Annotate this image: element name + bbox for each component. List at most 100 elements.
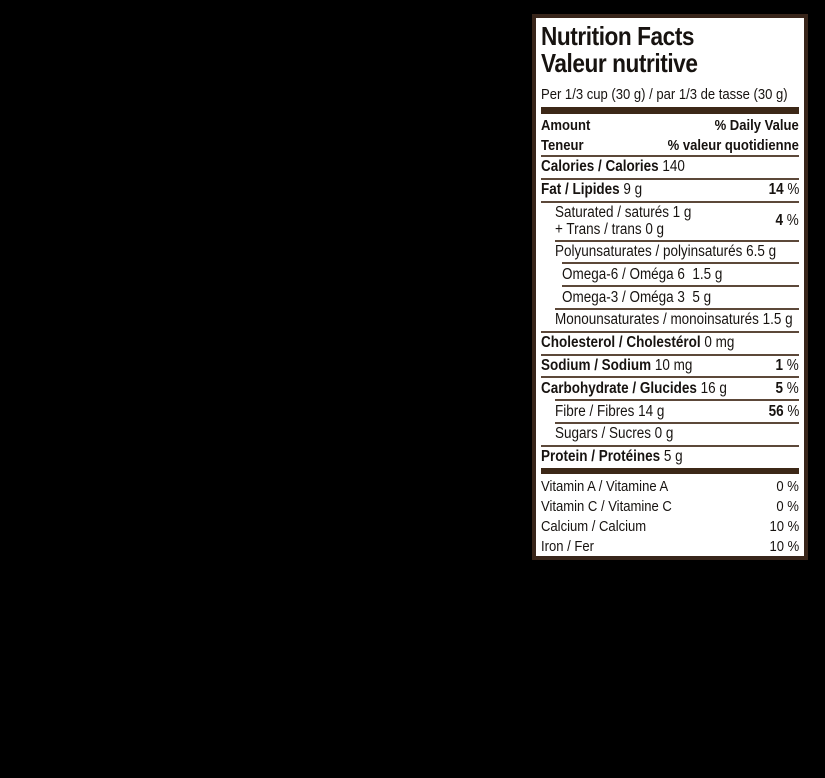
- nutrient-label-line: Polyunsaturates / polyinsaturés 6.5 g: [555, 242, 804, 261]
- nutrient-row-sugars: Sugars / Sucres 0 g: [541, 424, 799, 445]
- nutrient-label-text: Omega-3 / Oméga 3 5 g: [562, 288, 712, 306]
- nutrient-label-line: Sugars / Sucres 0 g: [555, 425, 691, 443]
- nutrient-label: Omega-3 / Oméga 3 5 g: [562, 289, 733, 307]
- micronutrient-row-vitamin-c: Vitamin C / Vitamine C 0 %: [541, 497, 799, 517]
- label-title-block: Nutrition Facts Valeur nutritive: [541, 23, 799, 77]
- separator-rule: [562, 262, 799, 265]
- nutrient-row-sodium: Sodium / Sodium 10 mg 1 %: [541, 356, 799, 377]
- nutrient-row-polyunsaturates: Polyunsaturates / polyinsaturés 6.5 g: [541, 242, 799, 263]
- nutrient-row-monounsaturates: Monounsaturates / monoinsaturés 1.5 g: [541, 310, 799, 331]
- daily-value-percent-text: 1 %: [775, 356, 799, 374]
- nutrient-row-calories: Calories / Calories 140: [541, 157, 799, 178]
- micronutrient-label: Vitamin C / Vitamine C: [541, 498, 672, 516]
- daily-value-percent-text: 5 %: [775, 379, 799, 397]
- nutrient-label: Sugars / Sucres 0 g: [555, 425, 691, 443]
- micronutrient-row-iron: Iron / Fer 10 %: [541, 537, 799, 556]
- nutrient-row-fat: Fat / Lipides 9 g 14 %: [541, 180, 799, 201]
- daily-value-header-en: % Daily Value: [714, 117, 799, 135]
- daily-value-percent: 4 %: [772, 203, 799, 240]
- nutrient-label-line: Fat / Lipides 9 g: [541, 181, 657, 199]
- micronutrient-percent-text: 10 %: [769, 538, 799, 556]
- header-row-french: Teneur % valeur quotidienne: [541, 136, 799, 156]
- separator-rule: [541, 177, 799, 180]
- amount-daily-value-header: Amount % Daily Value Teneur % valeur quo…: [541, 116, 799, 155]
- separator-rule: [541, 376, 799, 379]
- nutrient-row-fibre: Fibre / Fibres 14 g 56 %: [541, 401, 799, 422]
- header-row-english: Amount % Daily Value: [541, 116, 799, 136]
- nutrient-label-text: Omega-6 / Oméga 6 1.5 g: [562, 265, 723, 283]
- nutrient-label-text: Saturated / saturés 1 g: [555, 203, 692, 221]
- serving-size: Per 1/3 cup (30 g) / par 1/3 de tasse (3…: [541, 86, 799, 104]
- thick-separator-bar-bottom: [541, 467, 799, 474]
- nutrient-label-line: Cholesterol / Cholestérol 0 mg: [541, 334, 763, 352]
- nutrient-label: Saturated / saturés 1 g + Trans / trans 0…: [555, 204, 712, 239]
- micronutrient-percent: 10 %: [765, 517, 799, 537]
- daily-value-percent-text: 4 %: [775, 212, 799, 230]
- nutrient-label: Polyunsaturates / polyinsaturés 6.5 g: [555, 242, 804, 261]
- nutrient-row-saturated-trans: Saturated / saturés 1 g + Trans / trans 0…: [541, 203, 799, 240]
- nutrient-label-line: Calories / Calories 140: [541, 158, 706, 176]
- separator-rule: [541, 353, 799, 356]
- nutrient-label: Protein / Protéines 5 g: [541, 448, 704, 466]
- separator-rule: [562, 285, 799, 288]
- micronutrient-percent: 0 %: [773, 497, 799, 517]
- nutrient-label: Fat / Lipides 9 g: [541, 181, 657, 199]
- micronutrient-label: Iron / Fer: [541, 538, 594, 556]
- daily-value-percent-text: 14 %: [768, 181, 799, 199]
- daily-value-percent: 1 %: [772, 356, 799, 377]
- nutrient-row-cholesterol: Cholesterol / Cholestérol 0 mg: [541, 333, 799, 354]
- nutrient-label-text: Monounsaturates / monoinsaturés 1.5 g: [555, 311, 793, 329]
- nutrient-label-line: Protein / Protéines 5 g: [541, 448, 704, 466]
- nutrient-label: Fibre / Fibres 14 g: [555, 403, 681, 421]
- nutrient-label-line: Omega-3 / Oméga 3 5 g: [562, 289, 733, 307]
- nutrient-label-text: + Trans / trans 0 g: [555, 221, 665, 239]
- nutrient-row-omega-6: Omega-6 / Oméga 6 1.5 g: [541, 264, 799, 285]
- separator-rule: [541, 155, 799, 157]
- nutrition-facts-label: Nutrition Facts Valeur nutritive Per 1/3…: [532, 14, 808, 560]
- separator-rule: [541, 444, 799, 447]
- nutrient-label-line: Monounsaturates / monoinsaturés 1.5 g: [555, 311, 804, 329]
- nutrient-label-text: Cholesterol / Cholestérol 0 mg: [541, 334, 735, 352]
- daily-value-header-fr: % valeur quotidienne: [667, 136, 799, 154]
- nutrient-label-text: Carbohydrate / Glucides 16 g: [541, 379, 727, 397]
- separator-rule: [555, 399, 799, 402]
- nutrient-label: Carbohydrate / Glucides 16 g: [541, 380, 755, 398]
- nutrient-label-line: Saturated / saturés 1 g: [555, 204, 712, 222]
- micronutrient-percent-text: 0 %: [776, 498, 799, 516]
- title-english: Nutrition Facts: [541, 23, 799, 50]
- separator-rule: [541, 200, 799, 203]
- daily-value-percent-text: 56 %: [768, 402, 799, 420]
- micronutrient-percent-text: 0 %: [776, 478, 799, 496]
- nutrient-label-line: Fibre / Fibres 14 g: [555, 403, 681, 421]
- nutrient-label-line: Carbohydrate / Glucides 16 g: [541, 380, 755, 398]
- nutrient-label-text: Protein / Protéines 5 g: [541, 448, 683, 466]
- nutrient-label: Omega-6 / Oméga 6 1.5 g: [562, 266, 746, 284]
- daily-value-percent: 14 %: [764, 180, 799, 201]
- nutrient-label-line: Omega-6 / Oméga 6 1.5 g: [562, 266, 746, 284]
- nutrient-label-text: Fat / Lipides 9 g: [541, 181, 643, 199]
- amount-header-fr: Teneur: [541, 136, 584, 154]
- title-french-text: Valeur nutritive: [541, 48, 698, 78]
- thick-separator-bar-top: [541, 107, 799, 114]
- separator-rule: [555, 239, 799, 242]
- daily-value-percent: 5 %: [772, 378, 799, 399]
- micronutrient-row-calcium: Calcium / Calcium 10 %: [541, 517, 799, 537]
- micronutrient-percent-text: 10 %: [769, 518, 799, 536]
- nutrient-row-carbohydrate: Carbohydrate / Glucides 16 g 5 %: [541, 378, 799, 399]
- nutrient-label: Calories / Calories 140: [541, 158, 706, 176]
- micronutrient-label: Calcium / Calcium: [541, 518, 647, 536]
- separator-rule: [555, 307, 799, 310]
- serving-size-text: Per 1/3 cup (30 g) / par 1/3 de tasse (3…: [541, 86, 788, 103]
- daily-value-percent: 56 %: [764, 401, 799, 422]
- nutrient-label-text: Sodium / Sodium 10 mg: [541, 356, 693, 374]
- separator-rule: [555, 421, 799, 424]
- nutrient-label-line: + Trans / trans 0 g: [555, 221, 712, 239]
- nutrient-rows: Calories / Calories 140 Fat / Lipides 9 g…: [541, 155, 799, 468]
- title-french: Valeur nutritive: [541, 50, 799, 77]
- nutrient-label-line: Sodium / Sodium 10 mg: [541, 357, 715, 375]
- amount-header-en: Amount: [541, 117, 591, 135]
- nutrient-label: Cholesterol / Cholestérol 0 mg: [541, 334, 763, 352]
- nutrient-label-text: Sugars / Sucres 0 g: [555, 425, 674, 443]
- nutrient-label-text: Polyunsaturates / polyinsaturés 6.5 g: [555, 242, 777, 260]
- nutrient-label: Sodium / Sodium 10 mg: [541, 357, 715, 375]
